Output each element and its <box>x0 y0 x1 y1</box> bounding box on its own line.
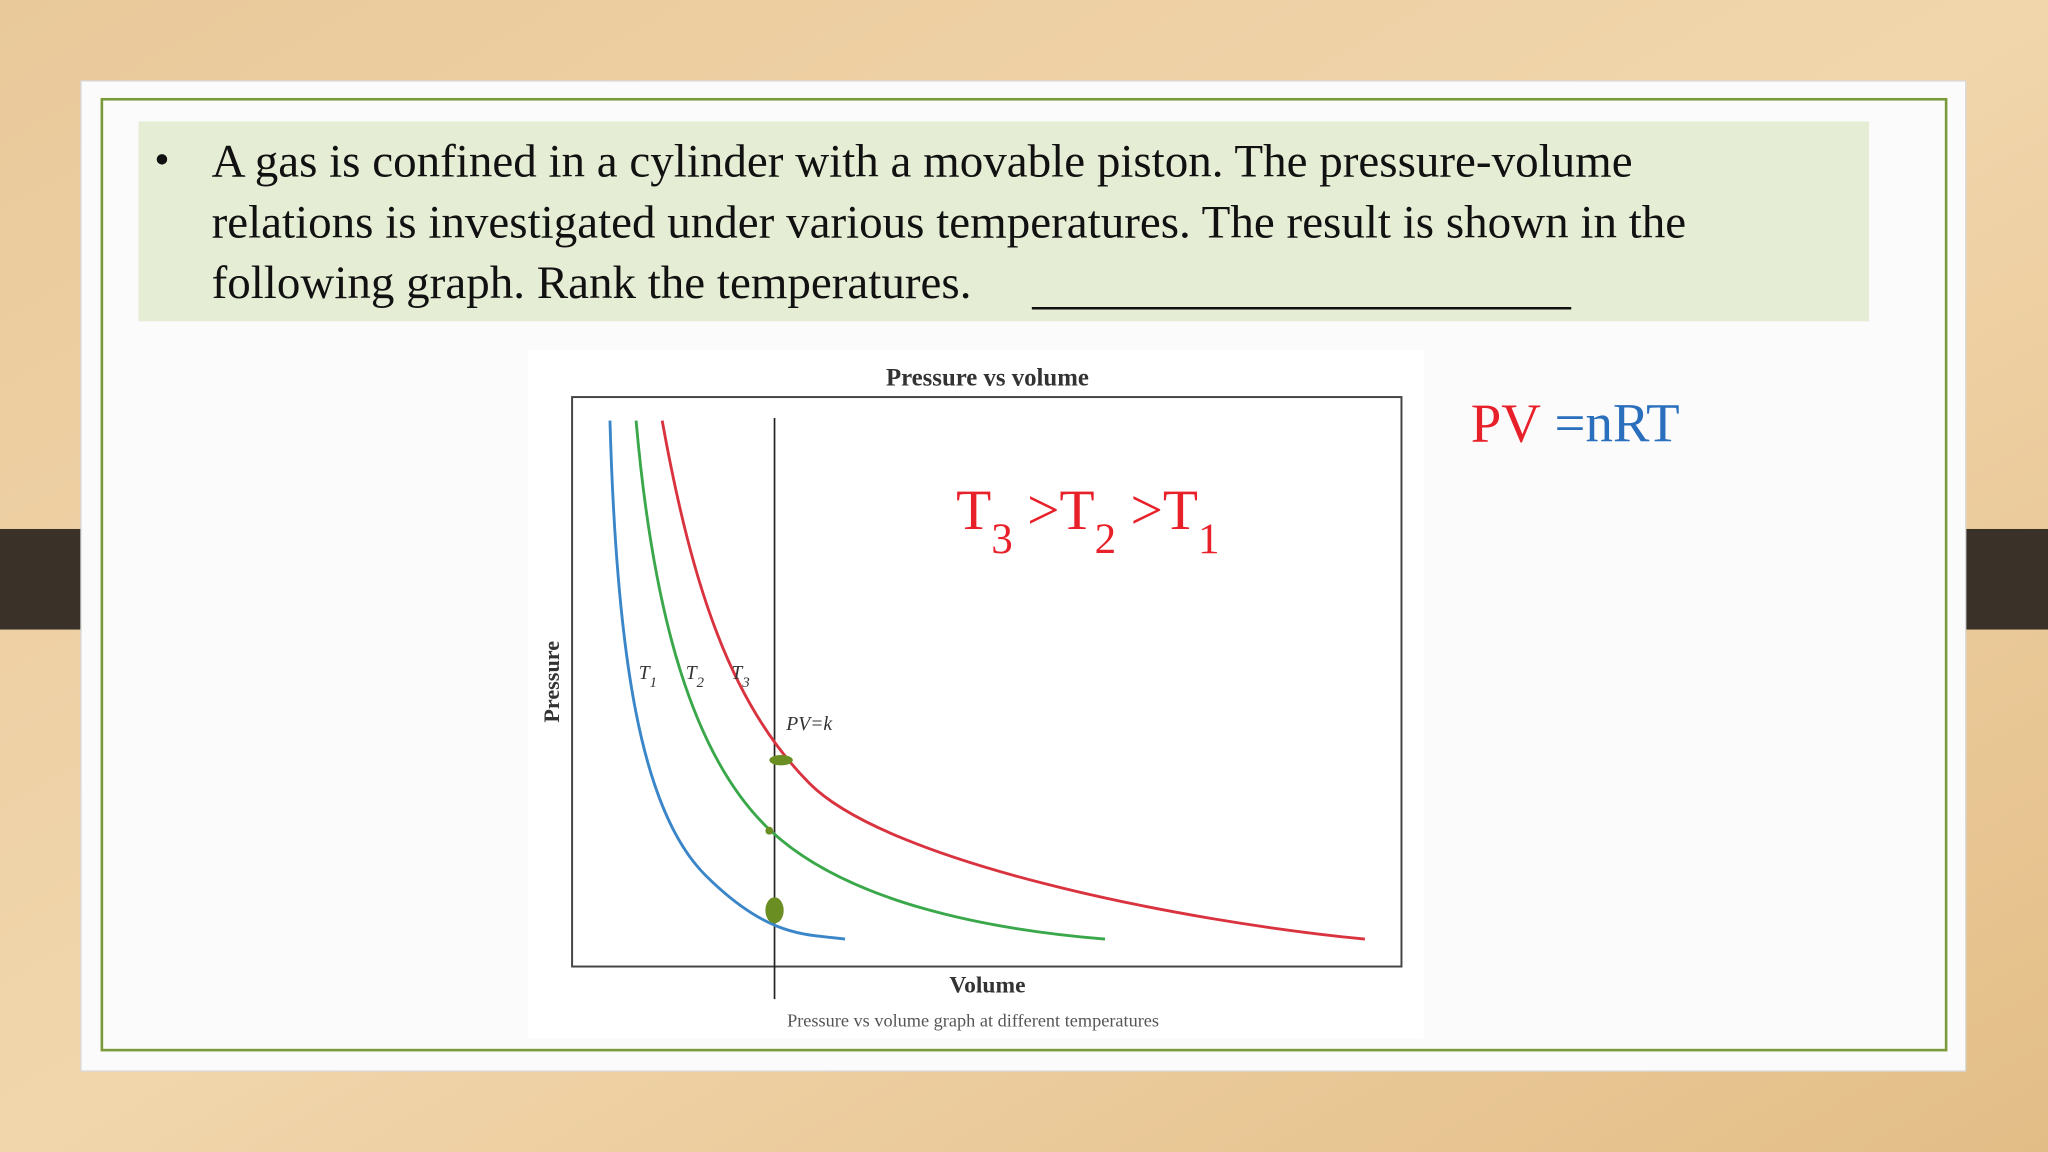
text-part: T <box>639 663 652 684</box>
text-part: 2 <box>697 675 705 691</box>
x-axis-label: Volume <box>949 973 1025 999</box>
graph-image: Pressure vs volume Volume Pressure Press… <box>527 350 1424 1039</box>
text-part: 2 <box>1095 515 1117 562</box>
graph-background <box>527 350 1424 1039</box>
text-part: T <box>731 663 744 684</box>
graph-title: Pressure vs volume <box>886 364 1089 391</box>
text-part: 1 <box>650 675 657 691</box>
curve-label: T2 <box>686 663 705 691</box>
text-part: 1 <box>1198 515 1220 562</box>
point <box>769 754 793 766</box>
question-line: following graph. Rank the temperatures. <box>212 257 972 309</box>
text-part: >T <box>1116 479 1198 542</box>
y-axis-label: Pressure <box>539 641 564 723</box>
question-line: A gas is confined in a cylinder with a m… <box>212 135 1633 187</box>
text-part: T <box>956 479 991 542</box>
isotherm-curve <box>608 420 846 941</box>
text-part: 3 <box>991 515 1013 562</box>
question-line: relations is investigated under various … <box>212 197 1687 249</box>
isotherm-curve <box>660 420 1366 941</box>
plot-frame <box>571 396 1403 968</box>
text-part: =nRT <box>1541 392 1680 453</box>
text-part: 3 <box>741 675 749 691</box>
point <box>765 826 774 835</box>
bullet <box>156 154 168 165</box>
slide-border <box>100 97 1948 1052</box>
text-part: >T <box>1013 479 1095 542</box>
formula: PV =nRT <box>1471 392 1680 453</box>
curve-label: T3 <box>731 663 749 691</box>
point <box>765 897 784 924</box>
graph-caption: Pressure vs volume graph at different te… <box>787 1011 1159 1031</box>
curve-label: T1 <box>639 663 657 691</box>
question-box <box>138 121 1870 322</box>
answer-ranking: T3 >T2 >T1 <box>956 479 1219 563</box>
annotation: PV=k <box>785 714 832 735</box>
text-part: PV <box>1471 392 1541 453</box>
text-part: T <box>686 663 699 684</box>
